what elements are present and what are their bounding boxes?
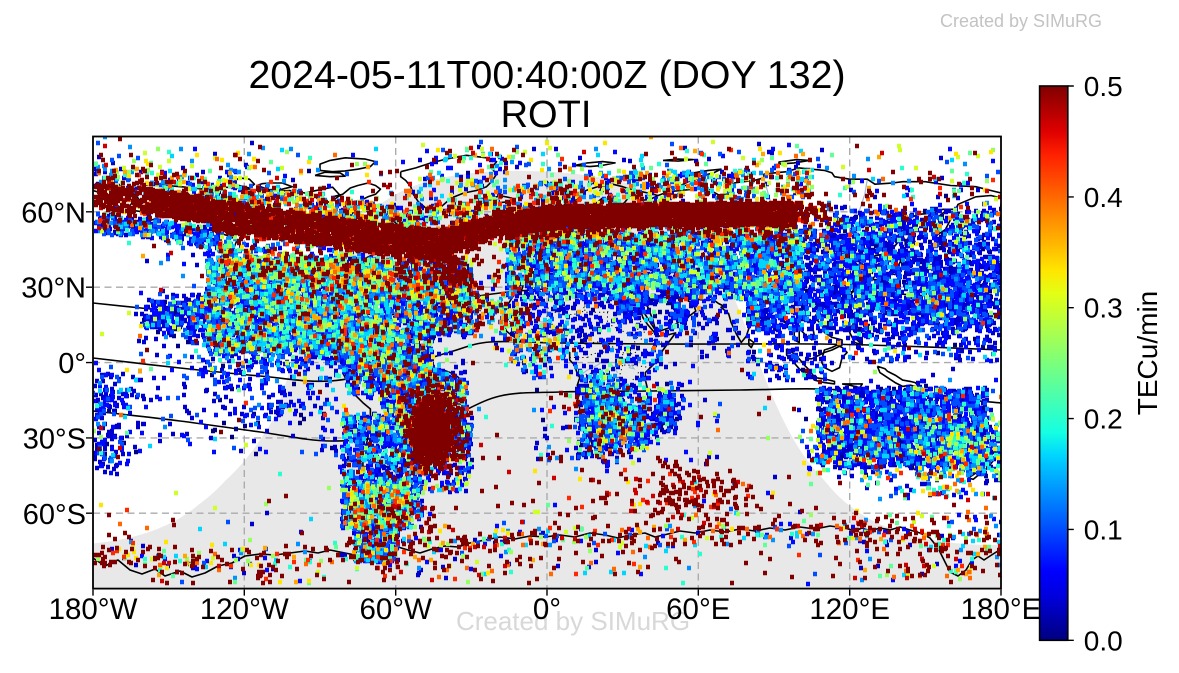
svg-text:60°W: 60°W [359, 593, 432, 626]
svg-text:120°E: 120°E [809, 593, 890, 626]
svg-text:60°S: 60°S [23, 499, 86, 531]
svg-text:ROTI: ROTI [501, 94, 592, 136]
svg-text:Created by SIMuRG: Created by SIMuRG [456, 606, 690, 636]
svg-text:180°W: 180°W [49, 593, 138, 626]
svg-text:0.4: 0.4 [1084, 182, 1123, 213]
svg-text:30°S: 30°S [23, 423, 86, 455]
svg-text:TECu/min: TECu/min [1132, 291, 1163, 415]
svg-text:0°: 0° [533, 593, 561, 626]
svg-text:120°W: 120°W [200, 593, 289, 626]
svg-text:60°N: 60°N [21, 197, 86, 229]
svg-text:30°N: 30°N [21, 273, 86, 305]
svg-text:0.0: 0.0 [1084, 625, 1123, 656]
svg-text:60°E: 60°E [666, 593, 730, 626]
svg-text:0.3: 0.3 [1084, 293, 1123, 324]
svg-text:180°E: 180°E [961, 593, 1042, 626]
svg-text:Created by SIMuRG: Created by SIMuRG [940, 11, 1102, 31]
svg-text:2024-05-11T00:40:00Z (DOY 132): 2024-05-11T00:40:00Z (DOY 132) [248, 53, 845, 97]
svg-text:0.1: 0.1 [1084, 514, 1123, 545]
svg-text:0°: 0° [58, 348, 86, 380]
svg-text:0.2: 0.2 [1084, 404, 1123, 435]
svg-text:0.5: 0.5 [1084, 71, 1123, 102]
